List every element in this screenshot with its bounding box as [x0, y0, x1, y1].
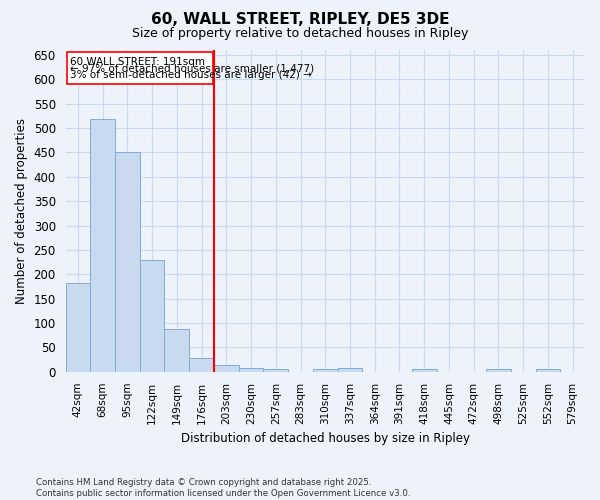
- Bar: [67, 52, 213, 84]
- Bar: [65, 282, 90, 372]
- Bar: [313, 369, 338, 372]
- Bar: [263, 369, 288, 372]
- Bar: [338, 368, 362, 372]
- Bar: [214, 364, 239, 372]
- Y-axis label: Number of detached properties: Number of detached properties: [15, 118, 28, 304]
- Bar: [90, 119, 115, 372]
- Bar: [164, 330, 189, 372]
- Bar: [239, 368, 263, 372]
- Bar: [536, 370, 560, 372]
- Bar: [189, 358, 214, 372]
- Bar: [486, 370, 511, 372]
- X-axis label: Distribution of detached houses by size in Ripley: Distribution of detached houses by size …: [181, 432, 470, 445]
- Text: Contains HM Land Registry data © Crown copyright and database right 2025.
Contai: Contains HM Land Registry data © Crown c…: [36, 478, 410, 498]
- Text: Size of property relative to detached houses in Ripley: Size of property relative to detached ho…: [132, 28, 468, 40]
- Bar: [115, 152, 140, 372]
- Text: ← 97% of detached houses are smaller (1,477): ← 97% of detached houses are smaller (1,…: [70, 64, 314, 74]
- Bar: [140, 260, 164, 372]
- Text: 60 WALL STREET: 191sqm: 60 WALL STREET: 191sqm: [70, 57, 205, 67]
- Bar: [412, 370, 437, 372]
- Text: 3% of semi-detached houses are larger (42) →: 3% of semi-detached houses are larger (4…: [70, 70, 313, 81]
- Text: 60, WALL STREET, RIPLEY, DE5 3DE: 60, WALL STREET, RIPLEY, DE5 3DE: [151, 12, 449, 28]
